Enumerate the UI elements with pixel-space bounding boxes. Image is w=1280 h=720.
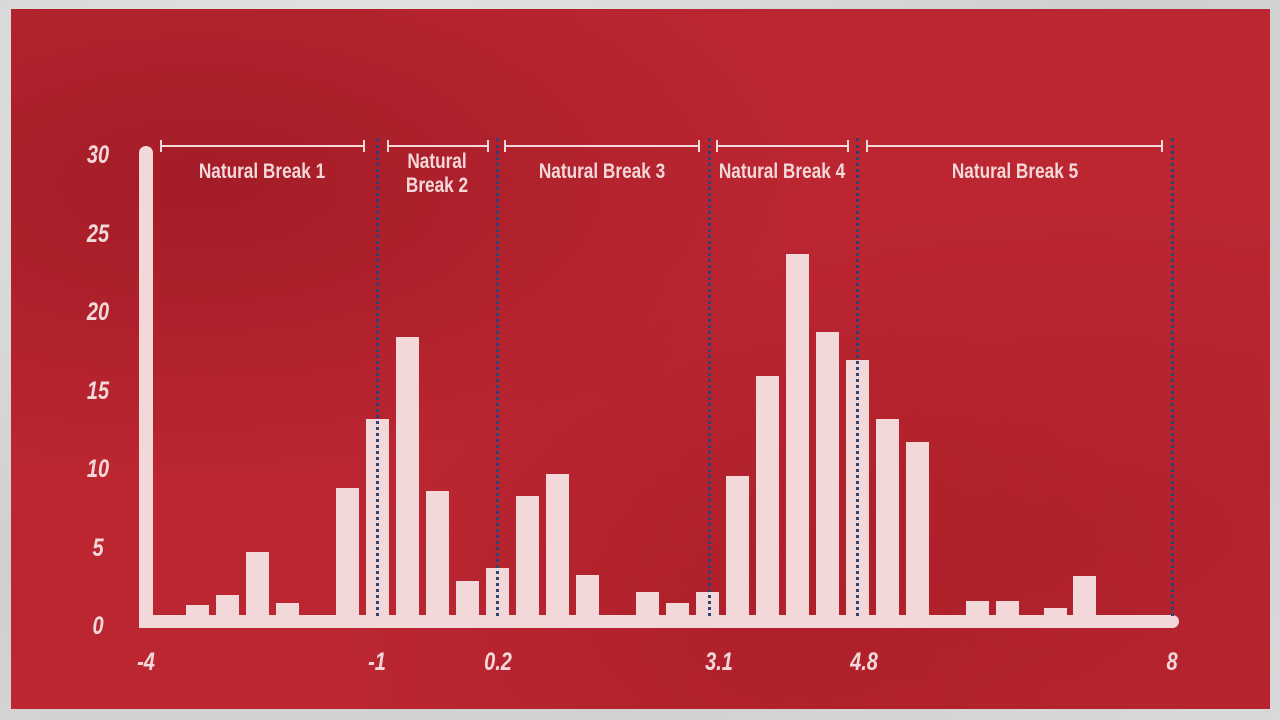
y-tick-25: 25 — [86, 220, 110, 248]
histogram-bar — [816, 332, 839, 615]
histogram-bar — [756, 376, 779, 615]
histogram-bar — [396, 337, 419, 615]
histogram-bar — [546, 474, 569, 615]
break-line-4-8 — [856, 138, 859, 616]
histogram-bar — [576, 575, 599, 615]
break-3-label: Natural Break 3 — [538, 160, 666, 183]
histogram-bar — [636, 592, 659, 615]
histogram-bar — [276, 603, 299, 615]
histogram-bar — [186, 605, 209, 615]
histogram-bar — [336, 488, 359, 615]
histogram-bar — [786, 254, 809, 615]
x-tick-minus-4: -4 — [137, 648, 155, 676]
histogram-bar — [1073, 576, 1096, 615]
y-tick-10: 10 — [86, 455, 110, 483]
histogram-bar — [516, 496, 539, 615]
x-tick-3-1: 3.1 — [705, 648, 733, 676]
histogram-bar — [1044, 608, 1067, 615]
histogram-bar — [456, 581, 479, 615]
histogram-bar — [216, 595, 239, 615]
break-5-label: Natural Break 5 — [951, 160, 1079, 183]
break-1-label: Natural Break 1 — [198, 160, 326, 183]
histogram-bar — [996, 601, 1019, 615]
histogram-bar — [966, 601, 989, 615]
y-tick-15: 15 — [86, 377, 110, 405]
histogram-bar — [906, 442, 929, 615]
histogram-bar — [666, 603, 689, 615]
y-tick-20: 20 — [86, 298, 110, 326]
break-line-minus-1 — [376, 138, 379, 616]
histogram-bar — [246, 552, 269, 615]
break-1-bracket — [160, 140, 365, 152]
y-tick-30: 30 — [86, 141, 110, 169]
x-tick-8: 8 — [1166, 648, 1178, 676]
break-5-bracket — [866, 140, 1163, 152]
break-2-bracket — [387, 140, 489, 152]
x-tick-0-2: 0.2 — [484, 648, 512, 676]
histogram-bar — [696, 592, 719, 615]
break-4-label: Natural Break 4 — [718, 160, 846, 183]
break-4-bracket — [716, 140, 849, 152]
x-tick-minus-1: -1 — [368, 648, 386, 676]
histogram-bar — [426, 491, 449, 615]
break-line-8 — [1171, 138, 1174, 616]
break-line-0-2 — [496, 138, 499, 616]
chart-background-panel — [11, 9, 1270, 709]
break-line-3-1 — [708, 138, 711, 616]
break-2-label: Natural Break 2 — [396, 150, 478, 198]
x-tick-4-8: 4.8 — [850, 648, 878, 676]
histogram-bar — [876, 419, 899, 615]
y-tick-0: 0 — [92, 612, 104, 640]
x-axis-line — [139, 615, 1179, 628]
break-2-label-line2: Break 2 — [405, 174, 469, 197]
histogram-bar — [726, 476, 749, 615]
break-2-label-line1: Natural — [407, 150, 467, 173]
break-3-bracket — [504, 140, 700, 152]
y-axis-line — [139, 146, 153, 627]
y-tick-5: 5 — [92, 534, 104, 562]
